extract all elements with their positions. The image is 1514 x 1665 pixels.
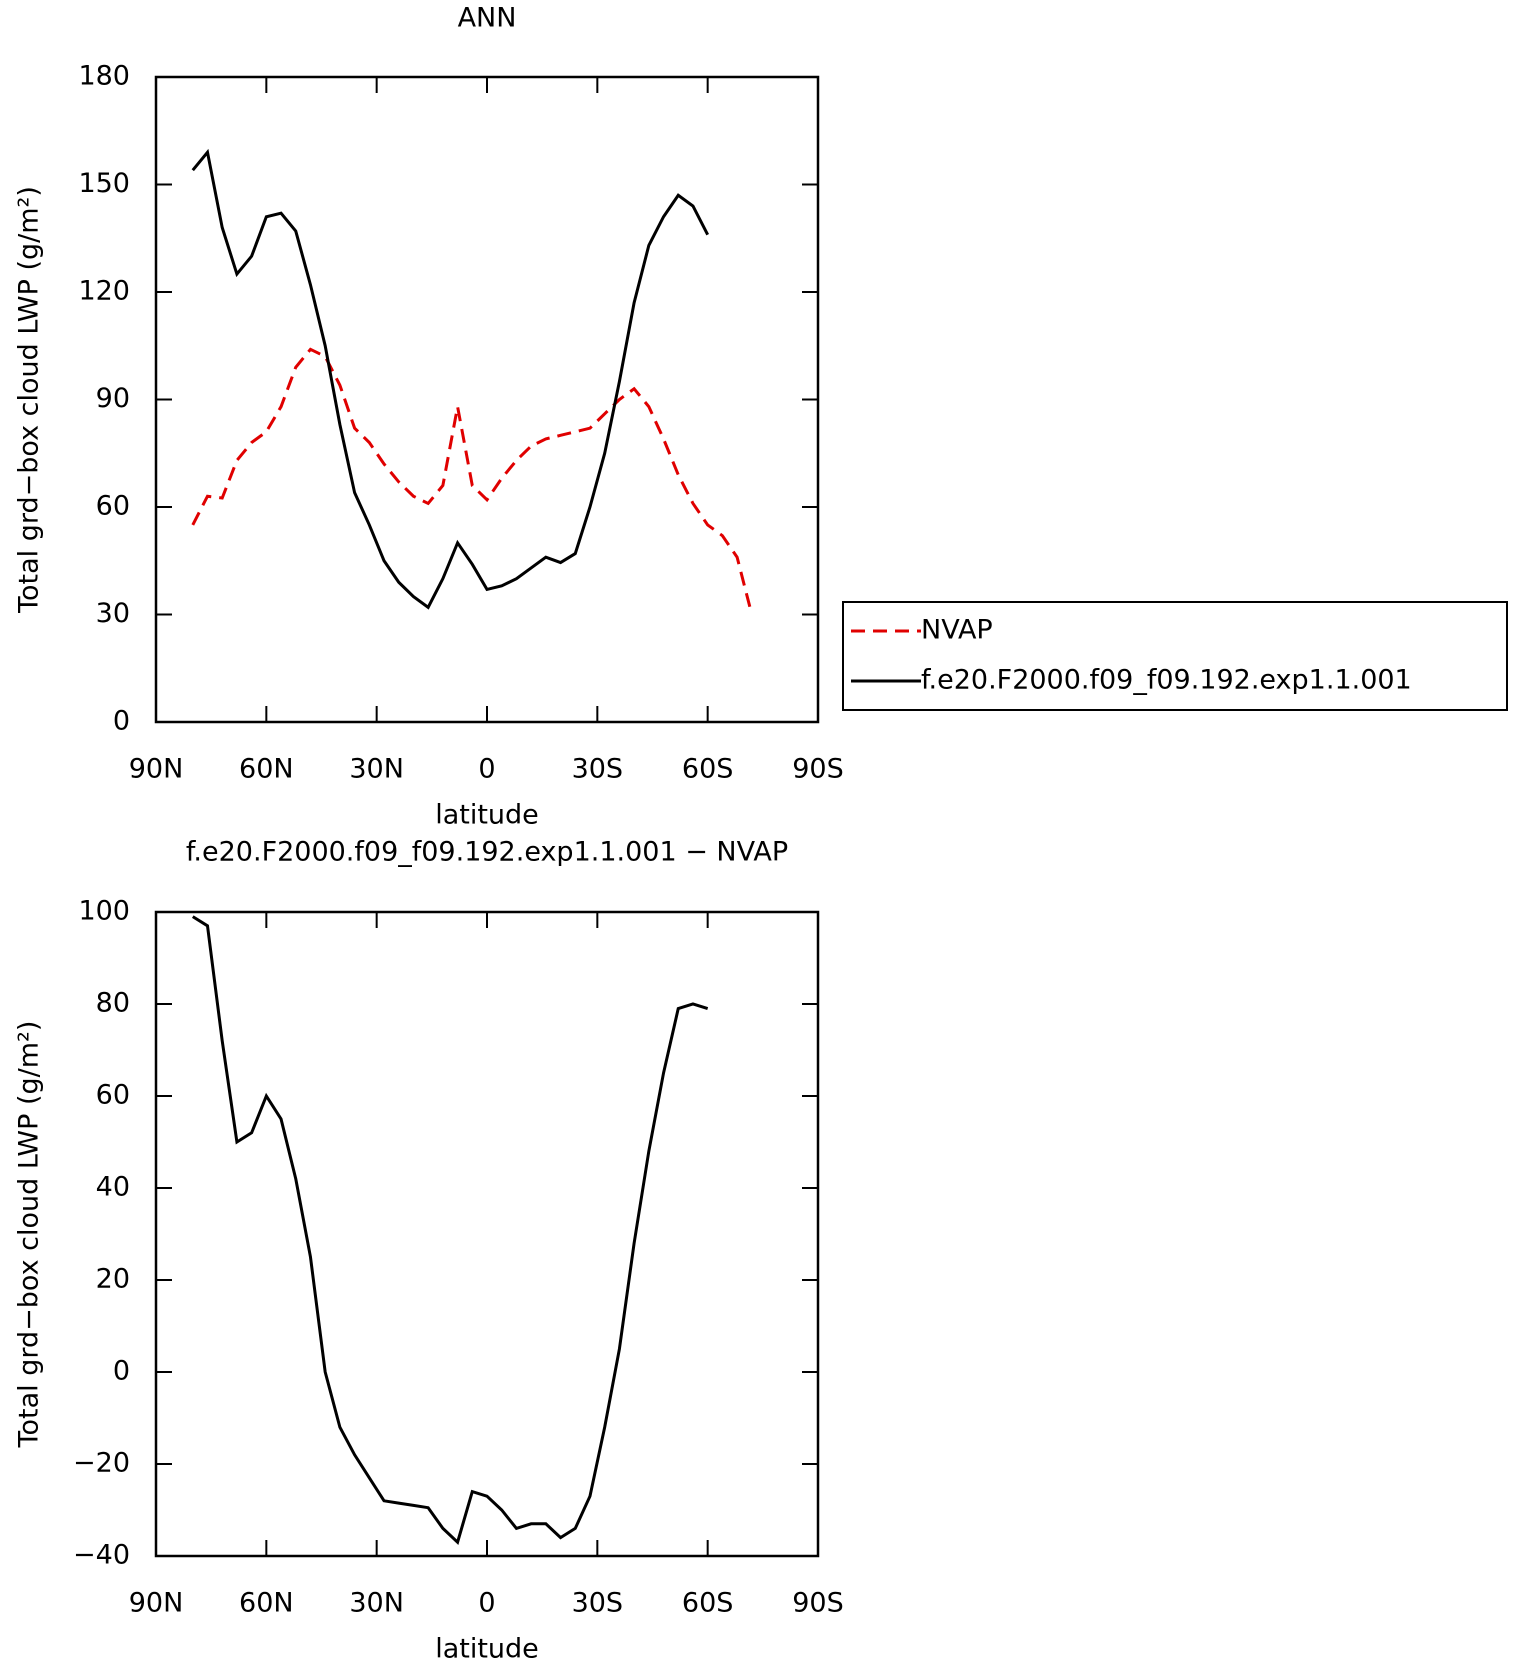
- x-tick-label: 60N: [239, 1588, 294, 1619]
- plot-frame: [154, 910, 820, 1558]
- y-tick-label: 40: [96, 1172, 130, 1203]
- y-axis-label: Total grd−box cloud LWP (g/m²): [14, 1021, 45, 1449]
- y-axis-label: Total grd−box cloud LWP (g/m²): [14, 186, 45, 614]
- y-tick-label: 30: [96, 598, 130, 629]
- x-tick-label: 90S: [792, 1588, 844, 1619]
- series-line: [191, 915, 709, 1545]
- plot-frame: [154, 75, 820, 724]
- y-tick-label: 150: [78, 168, 130, 199]
- y-tick-label: 20: [96, 1264, 130, 1295]
- x-axis-label: latitude: [435, 1634, 539, 1665]
- y-tick-label: 120: [78, 276, 130, 307]
- x-tick-label: 30S: [572, 1588, 624, 1619]
- y-tick-label: −40: [73, 1540, 130, 1571]
- x-tick-label: 60S: [682, 754, 734, 785]
- x-tick-label: 30S: [572, 754, 624, 785]
- legend-box: [842, 601, 1508, 711]
- x-tick-label: 60S: [682, 1588, 734, 1619]
- x-tick-label: 30N: [349, 754, 404, 785]
- x-tick-label: 90N: [129, 754, 184, 785]
- y-tick-label: 0: [113, 706, 130, 737]
- y-tick-label: 80: [96, 988, 130, 1019]
- chart-title: ANN: [458, 3, 517, 34]
- y-tick-label: 0: [113, 1356, 130, 1387]
- y-tick-label: −20: [73, 1448, 130, 1479]
- x-tick-label: 0: [478, 754, 495, 785]
- x-tick-label: 90S: [792, 754, 844, 785]
- legend-label: f.e20.F2000.f09_f09.192.exp1.1.001: [921, 665, 1412, 696]
- x-tick-label: 60N: [239, 754, 294, 785]
- y-tick-label: 180: [78, 61, 130, 92]
- y-tick-label: 90: [96, 383, 130, 414]
- series-line: [191, 148, 710, 610]
- y-tick-label: 60: [96, 1080, 130, 1111]
- chart-title: f.e20.F2000.f09_f09.192.exp1.1.001 − NVA…: [186, 837, 788, 868]
- y-tick-label: 100: [78, 896, 130, 927]
- x-tick-label: 30N: [349, 1588, 404, 1619]
- x-tick-label: 0: [478, 1588, 495, 1619]
- y-tick-label: 60: [96, 491, 130, 522]
- x-tick-label: 90N: [129, 1588, 184, 1619]
- x-axis-label: latitude: [435, 800, 539, 831]
- legend-label: NVAP: [921, 615, 993, 646]
- series-line: [191, 347, 754, 615]
